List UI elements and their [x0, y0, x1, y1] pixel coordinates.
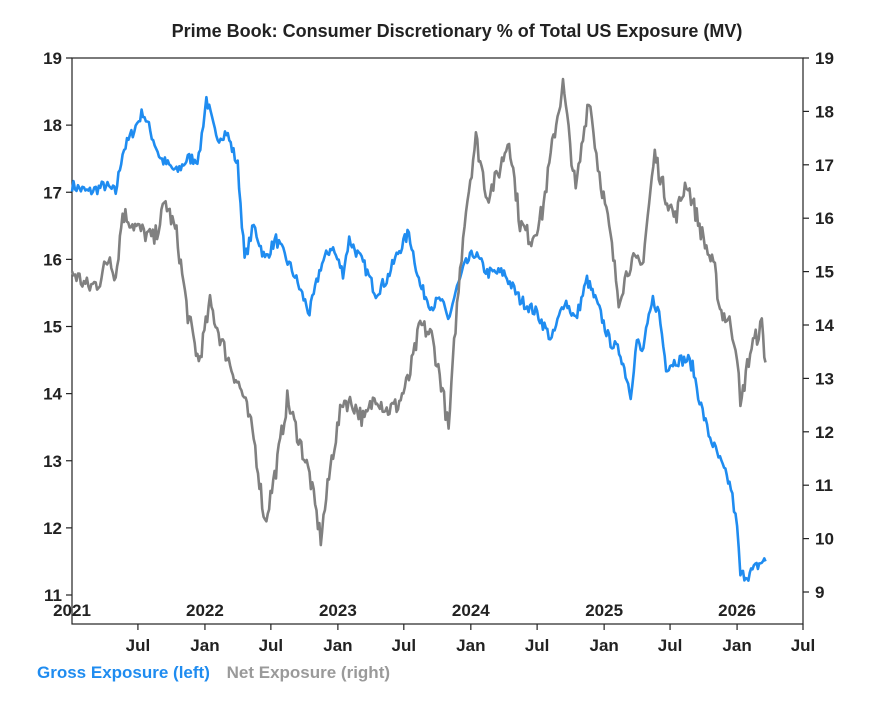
- left-tick-label: 13: [43, 452, 62, 471]
- left-tick-label: 15: [43, 318, 62, 337]
- x-year-label: 2025: [585, 601, 623, 620]
- x-month-label: Jan: [589, 636, 618, 655]
- net-exposure-line: [70, 77, 767, 547]
- x-month-label: Jul: [126, 636, 151, 655]
- right-tick-label: 16: [815, 209, 834, 228]
- x-month-label: Jul: [259, 636, 284, 655]
- left-tick-label: 17: [43, 183, 62, 202]
- right-tick-label: 11: [815, 476, 833, 495]
- left-tick-label: 14: [43, 385, 62, 404]
- x-month-label: Jul: [525, 636, 550, 655]
- legend-net-exposure: Net Exposure (right): [226, 663, 391, 682]
- legend-gross-exposure: Gross Exposure (left): [37, 663, 210, 682]
- chart-title: Prime Book: Consumer Discretionary % of …: [172, 21, 743, 41]
- axes: 11 12 13 14 15 16 17 18 19 9 10 11 12 13 14 15 16 17 18 19 J…: [43, 49, 834, 655]
- right-tick-label: 13: [815, 369, 834, 388]
- x-year-label: 2021: [53, 601, 91, 620]
- left-tick-label: 12: [43, 519, 62, 538]
- right-tick-label: 15: [815, 263, 834, 282]
- x-month-label: Jul: [658, 636, 683, 655]
- x-month-label: Jan: [456, 636, 485, 655]
- right-tick-label: 18: [815, 102, 834, 121]
- left-tick-label: 11: [44, 586, 62, 605]
- x-year-label: 2022: [186, 601, 224, 620]
- x-month-label: Jan: [722, 636, 751, 655]
- x-month-label: Jul: [392, 636, 417, 655]
- gross-exposure-line: [70, 95, 767, 582]
- x-year-label: 2026: [718, 601, 756, 620]
- right-tick-label: 19: [815, 49, 834, 68]
- right-tick-label: 12: [815, 423, 834, 442]
- x-month-label: Jan: [323, 636, 352, 655]
- right-tick-label: 9: [815, 583, 824, 602]
- left-tick-label: 16: [43, 250, 62, 269]
- x-month-label: Jan: [190, 636, 219, 655]
- right-tick-label: 10: [815, 530, 834, 549]
- left-tick-label: 19: [43, 49, 62, 68]
- plot-frame: [71, 57, 804, 625]
- plot-lines: [70, 77, 767, 582]
- x-month-label: Jul: [791, 636, 816, 655]
- legend: Gross Exposure (left) Net Exposure (righ…: [37, 663, 402, 683]
- right-tick-label: 14: [815, 316, 834, 335]
- left-tick-label: 18: [43, 116, 62, 135]
- x-year-label: 2024: [452, 601, 490, 620]
- x-year-label: 2023: [319, 601, 357, 620]
- right-tick-label: 17: [815, 156, 834, 175]
